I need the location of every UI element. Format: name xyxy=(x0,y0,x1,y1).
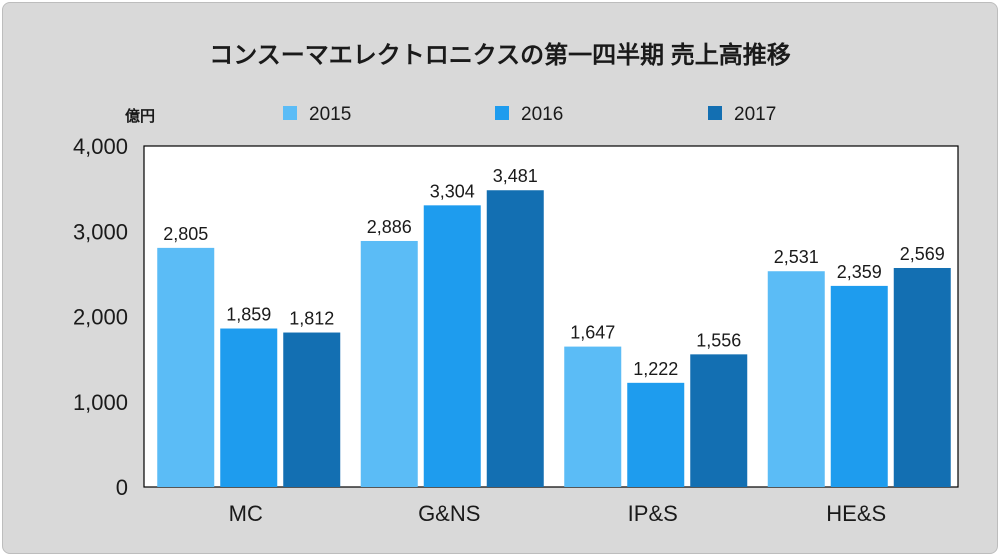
data-label: 2,359 xyxy=(837,262,882,282)
data-label: 1,647 xyxy=(570,323,615,343)
bar-IP&S-2017 xyxy=(690,354,748,487)
x-axis: MC G&NS IP&S HE&S xyxy=(229,501,887,526)
bar-G&NS-2016 xyxy=(423,205,481,488)
data-label: 3,304 xyxy=(430,181,475,201)
bar-MC-2015 xyxy=(157,247,215,487)
y-tick-label: 0 xyxy=(116,475,128,500)
y-tick-label: 4,000 xyxy=(73,134,128,159)
y-tick-label: 2,000 xyxy=(73,305,128,330)
bar-MC-2017 xyxy=(283,332,341,487)
data-label: 1,812 xyxy=(289,309,334,329)
bar-G&NS-2015 xyxy=(360,240,418,487)
bar-HE&S-2017 xyxy=(893,267,951,487)
x-tick-label: MC xyxy=(229,501,263,526)
bar-IP&S-2015 xyxy=(564,346,622,487)
data-label: 2,569 xyxy=(900,244,945,264)
data-label: 2,531 xyxy=(774,247,819,267)
legend-swatch-2015 xyxy=(283,106,297,120)
x-tick-label: IP&S xyxy=(628,501,678,526)
data-label: 1,859 xyxy=(226,305,271,325)
data-label: 1,222 xyxy=(633,359,678,379)
y-axis: 0 1,000 2,000 3,000 4,000 xyxy=(73,134,128,500)
legend: 2015 2016 2017 xyxy=(283,104,776,125)
bar-HE&S-2015 xyxy=(767,271,825,487)
legend-label-2017: 2017 xyxy=(734,104,776,125)
data-label: 1,556 xyxy=(696,330,741,350)
bar-HE&S-2016 xyxy=(830,285,888,487)
legend-label-2015: 2015 xyxy=(309,104,351,125)
bar-IP&S-2016 xyxy=(627,382,685,487)
unit-label: 億円 xyxy=(125,107,155,125)
x-tick-label: G&NS xyxy=(418,501,480,526)
bars: 2,805 1,859 1,812 2,886 3,304 3,481 1,647 1,222… xyxy=(157,166,951,488)
y-tick-label: 1,000 xyxy=(73,390,128,415)
bar-MC-2016 xyxy=(220,328,278,487)
chart-title: コンスーマエレクトロニクスの第一四半期 売上高推移 xyxy=(209,41,790,69)
legend-swatch-2017 xyxy=(708,106,722,120)
bar-chart: コンスーマエレクトロニクスの第一四半期 売上高推移 億円 2015 2016 201… xyxy=(73,41,959,526)
y-tick-label: 3,000 xyxy=(73,219,128,244)
bar-G&NS-2017 xyxy=(486,190,544,487)
data-label: 2,805 xyxy=(163,224,208,244)
legend-label-2016: 2016 xyxy=(521,104,563,125)
data-label: 2,886 xyxy=(367,217,412,237)
data-label: 3,481 xyxy=(493,166,538,186)
x-tick-label: HE&S xyxy=(826,501,886,526)
legend-swatch-2016 xyxy=(495,106,509,120)
